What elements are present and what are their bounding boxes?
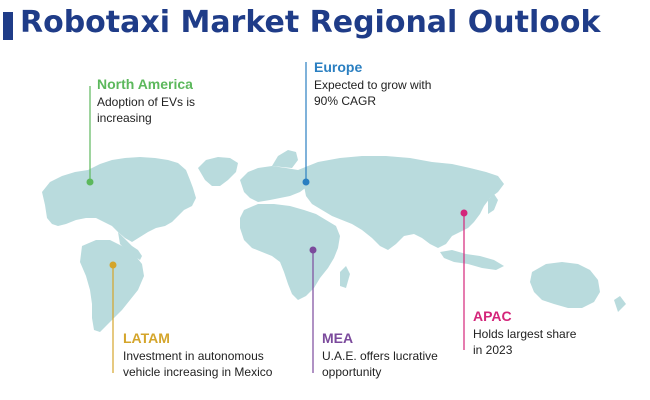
landmass-europe (240, 166, 308, 202)
landmass-madagascar (340, 266, 350, 288)
callout-apac: APAC Holds largest share in 2023 (473, 308, 576, 358)
region-name: LATAM (123, 330, 170, 346)
landmass-australia (530, 262, 600, 308)
landmass-north-america (42, 157, 196, 242)
marker-apac (460, 209, 468, 217)
region-name: North America (97, 76, 193, 92)
region-description: Holds largest share in 2023 (473, 327, 577, 357)
page-title: Robotaxi Market Regional Outlook (20, 5, 601, 40)
title-accent-bar (3, 12, 13, 40)
marker-latam (109, 261, 117, 269)
callout-europe: Europe Expected to grow with 90% CAGR (314, 59, 431, 109)
marker-mea (309, 246, 317, 254)
landmass-se-asia-islands (440, 250, 504, 270)
region-description: U.A.E. offers lucrative opportunity (322, 349, 438, 379)
region-description: Expected to grow with 90% CAGR (314, 78, 432, 108)
region-name: MEA (322, 330, 354, 346)
region-description: Investment in autonomous vehicle increas… (123, 349, 273, 379)
landmass-asia (298, 156, 504, 250)
callout-latam: LATAM Investment in autonomous vehicle i… (123, 330, 272, 380)
landmass-africa (240, 204, 340, 300)
landmass-new-zealand (614, 296, 626, 312)
marker-europe (302, 178, 310, 186)
landmass-scandinavia (272, 150, 298, 168)
landmass-greenland (198, 157, 238, 186)
region-name: APAC (473, 308, 512, 324)
region-name: Europe (314, 59, 363, 75)
continents (42, 150, 626, 332)
marker-north-america (86, 178, 94, 186)
callout-mea: MEA U.A.E. offers lucrative opportunity (322, 330, 438, 380)
landmass-south-america (80, 240, 144, 332)
landmass-central-america (118, 232, 142, 260)
callout-north-america: North America Adoption of EVs is increas… (97, 76, 195, 126)
landmass-japan (488, 194, 498, 214)
region-description: Adoption of EVs is increasing (97, 95, 196, 125)
